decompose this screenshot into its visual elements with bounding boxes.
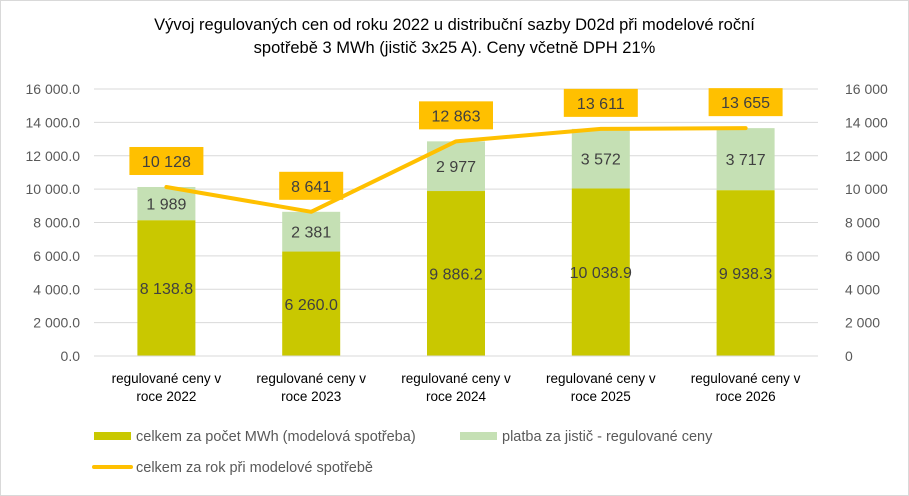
category-label-line2: roce 2025 xyxy=(571,389,631,404)
left-axis-tick: 8 000.0 xyxy=(33,215,80,231)
total-label: 10 128 xyxy=(142,154,191,171)
bar-jistic-label: 1 989 xyxy=(146,197,186,214)
bar-mwh xyxy=(282,251,341,356)
bar-mwh-label: 8 138.8 xyxy=(140,281,193,298)
bar-jistic xyxy=(716,128,775,191)
right-axis-tick: 4 000 xyxy=(845,281,880,297)
left-axis-tick: 12 000.0 xyxy=(26,148,81,164)
category-label-line1: regulované ceny v xyxy=(546,371,656,386)
bar-jistic xyxy=(282,211,341,252)
category-label-line2: roce 2023 xyxy=(281,389,341,404)
bar-mwh xyxy=(716,190,775,356)
left-axis-tick: 14 000.0 xyxy=(26,114,81,130)
category-label-line1: regulované ceny v xyxy=(256,371,366,386)
bar-jistic-label: 2 381 xyxy=(291,225,331,242)
left-axis-tick: 16 000.0 xyxy=(26,81,81,97)
category-label-line1: regulované ceny v xyxy=(112,371,222,386)
bar-mwh-label: 10 038.9 xyxy=(570,265,632,282)
bar-mwh xyxy=(137,220,196,356)
chart-title: Vývoj regulovaných cen od roku 2022 u di… xyxy=(0,14,909,60)
right-axis-tick: 14 000 xyxy=(845,114,888,130)
bar-jistic-label: 3 572 xyxy=(581,152,621,169)
legend-label-jistic: platba za jistič - regulované ceny xyxy=(502,429,713,445)
category-label-line1: regulované ceny v xyxy=(401,371,511,386)
legend-swatch-jistic xyxy=(460,432,497,440)
legend-label-mwh: celkem za počet MWh (modelová spotřeba) xyxy=(136,429,416,445)
legend-swatch-mwh xyxy=(94,432,131,440)
total-line xyxy=(164,126,748,214)
left-axis-tick: 4 000.0 xyxy=(33,281,80,297)
category-label-line2: roce 2024 xyxy=(426,389,487,404)
right-axis-tick: 16 000 xyxy=(845,81,888,97)
right-axis-tick: 12 000 xyxy=(845,148,888,164)
right-axis-tick: 0 xyxy=(845,348,853,364)
total-label-box xyxy=(279,171,344,200)
bar-jistic xyxy=(137,186,196,221)
total-label: 12 863 xyxy=(432,108,481,125)
category-label-line2: roce 2022 xyxy=(136,389,196,404)
bar-jistic-label: 3 717 xyxy=(726,152,766,169)
bar-mwh-label: 6 260.0 xyxy=(285,297,338,314)
legend-label-total: celkem za rok při modelové spotřebě xyxy=(136,460,373,476)
left-axis-tick: 2 000.0 xyxy=(33,315,80,331)
right-axis-tick: 8 000 xyxy=(845,215,880,231)
right-axis-tick: 10 000 xyxy=(845,181,888,197)
bar-mwh xyxy=(571,188,630,356)
title-line-1: Vývoj regulovaných cen od roku 2022 u di… xyxy=(154,16,755,34)
bar-mwh-label: 9 886.2 xyxy=(429,267,482,284)
right-axis-tick: 2 000 xyxy=(845,315,880,331)
left-axis-tick: 0.0 xyxy=(61,348,81,364)
left-axis-tick: 6 000.0 xyxy=(33,248,80,264)
left-axis-tick: 10 000.0 xyxy=(26,181,81,197)
total-label-box xyxy=(129,146,204,175)
title-line-2: spotřebě 3 MWh (jistič 3x25 A). Ceny vče… xyxy=(253,39,656,57)
category-label-line2: roce 2026 xyxy=(716,389,776,404)
bar-jistic-label: 2 977 xyxy=(436,159,476,176)
category-label-line1: regulované ceny v xyxy=(691,371,801,386)
bar-mwh xyxy=(427,191,485,356)
total-label: 8 641 xyxy=(291,179,331,196)
total-label: 13 611 xyxy=(577,96,625,113)
right-axis-tick: 6 000 xyxy=(845,248,880,264)
bar-jistic xyxy=(571,128,630,189)
total-label-box xyxy=(563,88,638,117)
total-label-box xyxy=(708,88,783,117)
total-label: 13 655 xyxy=(721,95,770,112)
bar-mwh-label: 9 938.3 xyxy=(719,266,772,283)
total-label-box xyxy=(419,101,493,130)
